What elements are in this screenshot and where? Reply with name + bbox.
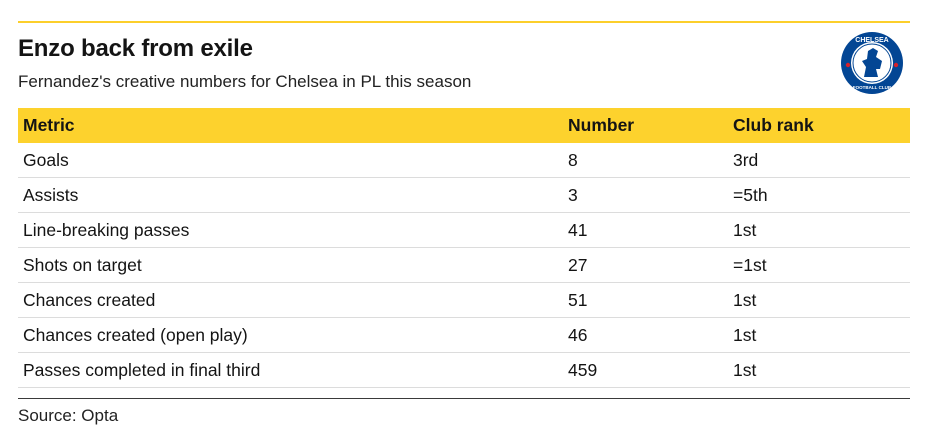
metric-cell: Passes completed in final third [18,352,563,388]
table-header-row: Metric Number Club rank [18,108,910,143]
chart-subtitle: Fernandez's creative numbers for Chelsea… [18,72,472,91]
column-header-club-rank: Club rank [733,115,814,135]
table-row: Assists 3 =5th [18,177,910,213]
svg-text:FOOTBALL CLUB: FOOTBALL CLUB [853,85,892,90]
rank-cell: 3rd [728,143,910,178]
metric-cell: Chances created [18,282,563,318]
top-accent-line [18,21,910,23]
metric-cell: Line-breaking passes [18,212,563,248]
metric-cell: Goals [18,143,563,178]
column-header-metric: Metric [23,115,75,135]
metric-cell: Shots on target [18,247,563,283]
rank-cell: 1st [728,317,910,353]
source-note: Source: Opta [18,406,119,425]
number-cell: 51 [563,282,728,318]
metric-cell: Chances created (open play) [18,317,563,353]
rank-cell: 1st [728,212,910,248]
table-row: Goals 8 3rd [18,143,910,178]
table-row: Chances created (open play) 46 1st [18,317,910,353]
table-row: Passes completed in final third 459 1st [18,352,910,388]
rank-cell: 1st [728,352,910,388]
rank-cell: =1st [728,247,910,283]
number-cell: 27 [563,247,728,283]
chart-title: Enzo back from exile [18,35,253,62]
number-cell: 3 [563,177,728,213]
rank-cell: =5th [728,177,910,213]
table-row: Shots on target 27 =1st [18,247,910,283]
stats-table: Metric Number Club rank Goals 8 3rd Assi… [18,108,910,388]
table-row: Chances created 51 1st [18,282,910,318]
number-cell: 459 [563,352,728,388]
number-cell: 8 [563,143,728,178]
number-cell: 46 [563,317,728,353]
number-cell: 41 [563,212,728,248]
metric-cell: Assists [18,177,563,213]
footer-divider [18,398,910,399]
chelsea-crest-icon: CHELSEA FOOTBALL CLUB [841,32,903,94]
table-row: Line-breaking passes 41 1st [18,212,910,248]
svg-text:CHELSEA: CHELSEA [855,37,888,44]
rank-cell: 1st [728,282,910,318]
column-header-number: Number [568,115,635,135]
